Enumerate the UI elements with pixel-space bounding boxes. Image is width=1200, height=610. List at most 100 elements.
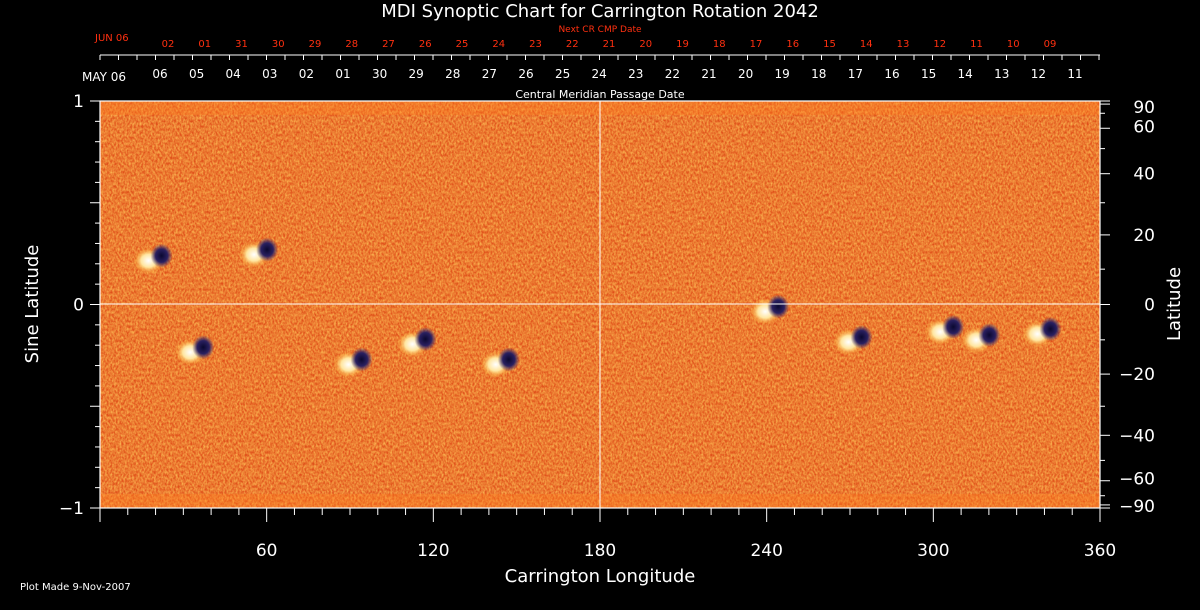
- top-axis-ticks: [99, 55, 1100, 60]
- top-axis-date-label: 19: [775, 67, 790, 81]
- top-axis-date-label: 05: [189, 67, 204, 81]
- top-axis-date-label: 16: [884, 67, 899, 81]
- top-axis-date-label: 28: [445, 67, 460, 81]
- active-regions: [133, 237, 1062, 378]
- negative-polarity: [256, 237, 279, 262]
- x-axis-tick-label: 180: [584, 541, 616, 561]
- negative-polarity: [978, 323, 1001, 348]
- next-axis-date-label: 18: [713, 39, 726, 50]
- next-axis-date-label: 19: [676, 39, 689, 50]
- active-region: [833, 325, 873, 356]
- y-right-tick-label: −90: [1119, 497, 1155, 517]
- next-axis-date-label: 16: [786, 39, 799, 50]
- next-axis-date-label: 15: [823, 39, 836, 50]
- negative-polarity: [942, 314, 965, 339]
- next-axis-date-label: 13: [897, 39, 910, 50]
- negative-polarity: [1039, 316, 1062, 341]
- top-axis-dates: 06 05 04 03 02 01 30 29 28 27 26 25 24 23 22 21 20 19 18 17…: [152, 67, 1082, 81]
- next-axis-date-label: 28: [345, 39, 358, 50]
- top-axis-date-label: 13: [994, 67, 1009, 81]
- next-axis-date-label: 21: [603, 39, 616, 50]
- top-axis-date-label: 24: [592, 67, 607, 81]
- negative-polarity: [350, 347, 373, 372]
- next-axis-date-label: 10: [1007, 39, 1020, 50]
- top-axis-date-label: 18: [811, 67, 826, 81]
- active-region: [397, 327, 437, 358]
- y-right-tick-label: −20: [1119, 365, 1155, 385]
- plot-area: [100, 101, 1100, 508]
- y-left-tick-label: −1: [59, 499, 84, 519]
- next-axis-date-label: 01: [198, 39, 211, 50]
- y-left-tick-label: 1: [73, 92, 84, 112]
- next-axis-date-label: 09: [1044, 39, 1057, 50]
- negative-polarity: [850, 325, 873, 350]
- top-axis-date-label: 21: [701, 67, 716, 81]
- x-axis-label: Carrington Longitude: [505, 566, 696, 587]
- top-axis-date-label: 30: [372, 67, 387, 81]
- cmp-date-label: Central Meridian Passage Date: [515, 88, 684, 101]
- next-axis-label: Next CR CMP Date: [558, 25, 642, 35]
- active-region: [133, 243, 173, 274]
- y-right-tick-label: 20: [1133, 226, 1155, 246]
- y-left-tick-label: 0: [73, 296, 84, 316]
- next-axis-date-label: 20: [639, 39, 652, 50]
- active-region: [333, 347, 373, 378]
- negative-polarity: [150, 243, 173, 268]
- y-right-tick-label: 60: [1133, 117, 1155, 137]
- x-axis-ticks: 60 120 180 240 300 360: [99, 508, 1116, 561]
- x-axis-tick-label: 60: [256, 541, 278, 561]
- x-axis-tick-label: 360: [1084, 541, 1116, 561]
- top-axis-date-label: 20: [738, 67, 753, 81]
- top-axis-date-label: 06: [152, 67, 167, 81]
- top-axis-date-label: 12: [1031, 67, 1046, 81]
- next-axis-date-label: 23: [529, 39, 542, 50]
- top-axis-date-label: 11: [1067, 67, 1082, 81]
- x-axis-tick-label: 120: [417, 541, 449, 561]
- next-axis-date-label: 25: [456, 39, 469, 50]
- y-right-tick-label: −60: [1119, 470, 1155, 490]
- active-region: [925, 314, 965, 345]
- top-axis-date-label: 29: [409, 67, 424, 81]
- top-axis-month-label: MAY 06: [82, 70, 126, 84]
- y-right-tick-label: 40: [1133, 165, 1155, 185]
- top-axis-date-label: 01: [335, 67, 350, 81]
- next-axis-date-label: 29: [309, 39, 322, 50]
- y-left-axis-ticks: 1 0 −1: [59, 92, 100, 519]
- active-region: [175, 335, 215, 366]
- x-axis-tick-label: 300: [917, 541, 949, 561]
- plot-made-note: Plot Made 9-Nov-2007: [20, 582, 131, 593]
- active-region: [480, 347, 520, 378]
- top-axis-date-label: 27: [482, 67, 497, 81]
- active-region: [1022, 316, 1062, 347]
- y-right-tick-label: 90: [1133, 98, 1155, 118]
- next-axis-month-label: JUN 06: [94, 33, 129, 44]
- next-axis-date-label: 31: [235, 39, 248, 50]
- top-axis-date-label: 04: [226, 67, 241, 81]
- next-axis-dates: 02 01 31 30 29 28 27 26 25 24 23 22 21 20 19 18 17 16 15 14…: [162, 39, 1057, 50]
- chart-title: MDI Synoptic Chart for Carrington Rotati…: [381, 1, 819, 22]
- x-axis-tick-label: 240: [750, 541, 782, 561]
- next-axis-date-label: 02: [162, 39, 175, 50]
- top-axis-date-label: 03: [262, 67, 277, 81]
- next-axis-date-label: 11: [970, 39, 983, 50]
- top-axis-date-label: 26: [518, 67, 533, 81]
- next-axis-date-label: 30: [272, 39, 285, 50]
- next-axis-date-label: 12: [933, 39, 946, 50]
- top-axis-date-label: 17: [848, 67, 863, 81]
- negative-polarity: [192, 335, 215, 360]
- y-right-tick-label: 0: [1144, 296, 1155, 316]
- top-axis-date-label: 02: [299, 67, 314, 81]
- y-right-axis-label: Latitude: [1164, 267, 1185, 341]
- top-axis-date-label: 22: [665, 67, 680, 81]
- next-axis-date-label: 27: [382, 39, 395, 50]
- next-axis-date-label: 24: [492, 39, 505, 50]
- negative-polarity: [767, 294, 790, 319]
- next-axis-date-label: 17: [750, 39, 763, 50]
- negative-polarity: [414, 327, 437, 352]
- next-axis-date-label: 22: [566, 39, 579, 50]
- top-axis-date-label: 15: [921, 67, 936, 81]
- next-axis-date-label: 14: [860, 39, 873, 50]
- top-axis-date-label: 25: [555, 67, 570, 81]
